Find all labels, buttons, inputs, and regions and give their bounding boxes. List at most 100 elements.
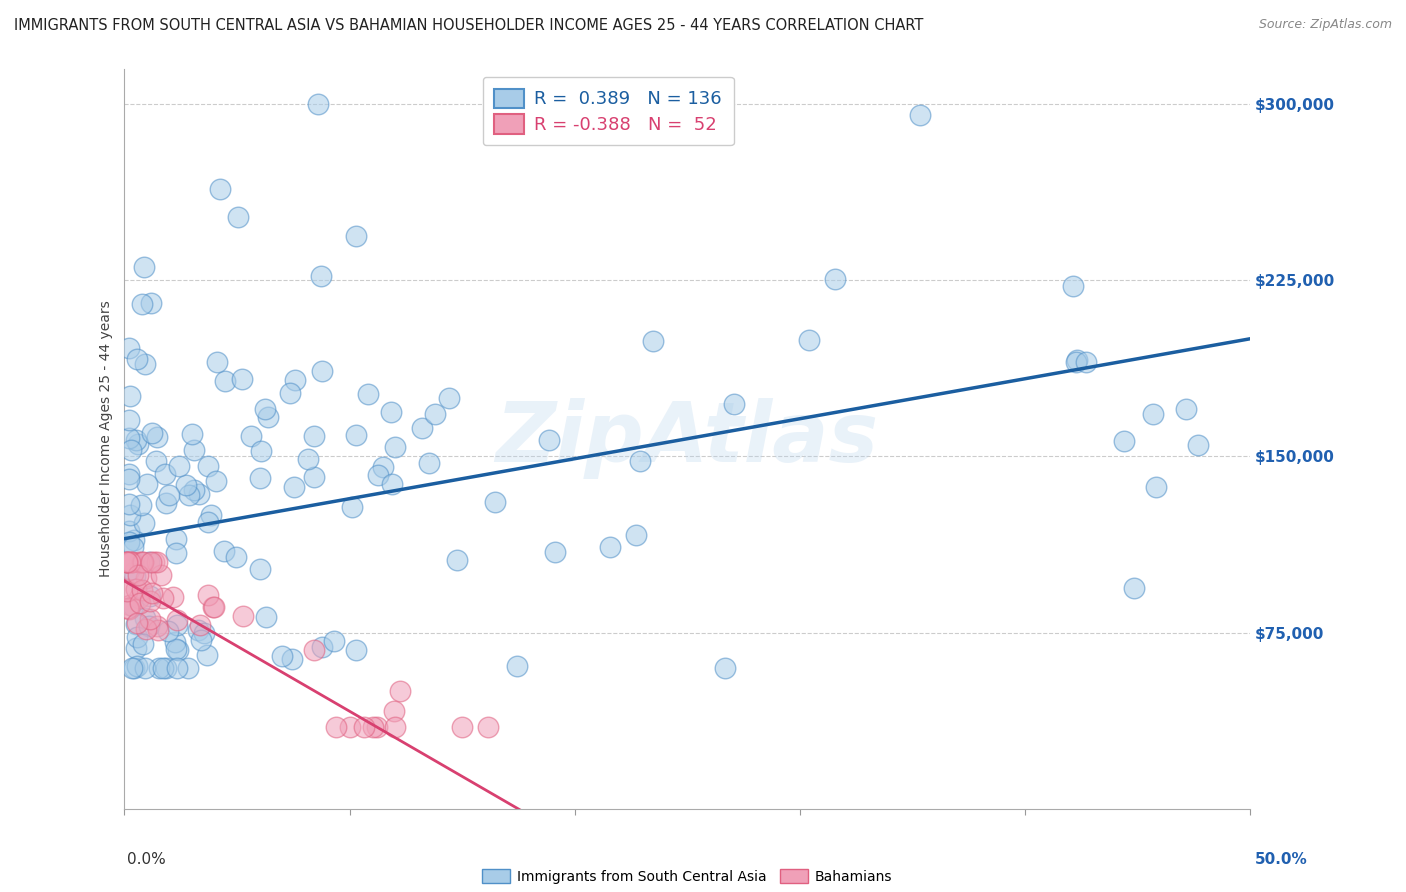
Point [190,632,212,647]
Point [118,524,141,538]
Legend: R =  0.389   N = 136, R = -0.388   N =  52: R = 0.389 N = 136, R = -0.388 N = 52 [482,77,734,145]
Point [304,642,326,657]
Point [357,387,380,401]
Point [118,535,141,549]
Point [166,643,188,657]
Point [254,610,277,624]
Point [166,661,188,675]
Point [179,488,201,502]
Point [125,351,148,366]
Point [118,563,141,577]
Point [302,470,325,484]
Point [281,652,304,666]
Point [371,459,394,474]
Point [207,355,229,369]
Point [139,594,162,608]
Point [118,598,141,612]
Point [624,528,647,542]
Point [188,618,211,632]
Point [152,591,174,606]
Point [122,661,145,675]
Point [353,720,375,734]
Point [208,182,231,196]
Point [139,555,162,569]
Point [311,364,333,378]
Point [177,661,200,675]
Point [124,569,146,583]
Point [166,618,188,632]
Point [138,555,160,569]
Point [128,591,150,605]
Point [155,496,177,510]
Point [155,661,177,675]
Point [193,625,215,640]
Point [118,472,141,486]
Point [197,588,219,602]
Point [1114,434,1136,448]
Point [202,599,225,614]
Point [128,555,150,569]
Point [271,649,294,664]
Point [120,443,142,458]
Point [418,457,440,471]
Point [135,571,157,585]
Point [157,624,180,638]
Point [141,426,163,441]
Point [202,600,225,615]
Point [122,566,145,581]
Point [142,555,165,569]
Point [344,643,367,657]
Point [115,583,138,598]
Point [132,516,155,530]
Point [118,413,141,427]
Y-axis label: Householder Income Ages 25 - 44 years: Householder Income Ages 25 - 44 years [100,301,114,577]
Point [125,616,148,631]
Point [384,440,406,454]
Point [183,483,205,497]
Point [115,555,138,569]
Point [283,480,305,494]
Point [544,544,567,558]
Point [118,497,141,511]
Point [162,591,184,605]
Point [382,704,405,718]
Point [163,635,186,649]
Point [1175,402,1198,417]
Point [118,432,141,446]
Point [122,599,145,614]
Point [121,555,143,569]
Point [1144,480,1167,494]
Point [1066,355,1088,369]
Point [225,550,247,565]
Point [134,661,156,675]
Point [339,720,361,734]
Point [127,615,149,630]
Point [146,555,169,569]
Point [125,433,148,447]
Point [139,612,162,626]
Point [477,720,499,734]
Point [157,488,180,502]
Point [153,467,176,481]
Point [118,389,141,403]
Point [200,508,222,522]
Point [714,661,737,675]
Point [1062,279,1084,293]
Point [423,407,446,421]
Text: 50.0%: 50.0% [1254,852,1308,867]
Point [134,611,156,625]
Point [197,458,219,473]
Point [165,641,187,656]
Point [307,96,329,111]
Point [131,498,153,512]
Point [278,385,301,400]
Point [115,555,138,569]
Point [197,516,219,530]
Point [187,487,209,501]
Point [127,568,149,582]
Point [311,640,333,654]
Point [257,409,280,424]
Point [118,467,141,481]
Point [121,555,143,569]
Point [1123,581,1146,595]
